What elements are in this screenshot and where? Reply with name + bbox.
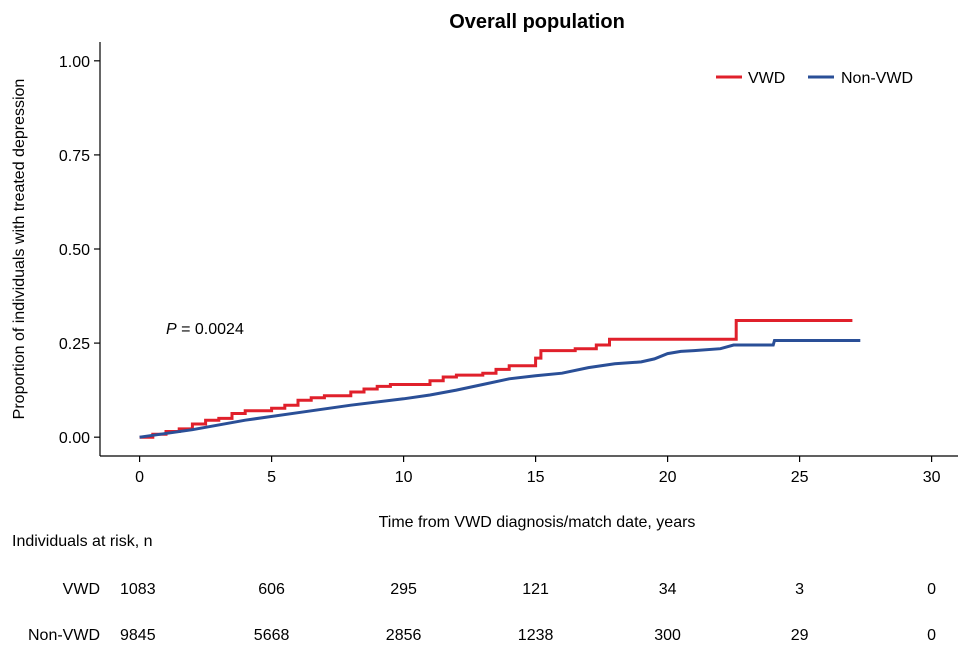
risk-value: 0 <box>927 581 936 598</box>
risk-value: 606 <box>258 581 285 598</box>
risk-value: 300 <box>654 627 681 644</box>
risk-value: 9845 <box>120 627 156 644</box>
risk-value: 1083 <box>120 581 156 598</box>
risk-value: 1238 <box>518 627 554 644</box>
x-tick-label: 10 <box>395 469 413 486</box>
series-line-vwd <box>139 319 853 439</box>
x-tick-label: 15 <box>527 469 545 486</box>
p-value-annotation: P = 0.0024 <box>166 321 244 338</box>
y-tick-label: 0.75 <box>59 148 90 165</box>
risk-table-heading: Individuals at risk, n <box>12 533 153 550</box>
risk-row-label: VWD <box>63 581 100 598</box>
risk-value: 0 <box>927 627 936 644</box>
risk-value: 2856 <box>386 627 422 644</box>
risk-row-label: Non-VWD <box>28 627 100 644</box>
legend: VWD Non-VWD <box>716 70 913 87</box>
risk-table-rows: VWD 1083 606 295 121 34 3 0 Non-VWD 9845 5668 2856 1… <box>28 581 936 644</box>
y-tick-label: 0.50 <box>59 242 90 259</box>
risk-value: 121 <box>522 581 549 598</box>
y-axis-title: Proportion of individuals with treated d… <box>11 79 28 420</box>
legend-label-non-vwd: Non-VWD <box>841 70 913 87</box>
risk-value: 5668 <box>254 627 290 644</box>
x-tick-label: 0 <box>135 469 144 486</box>
risk-value: 29 <box>791 627 809 644</box>
x-axis-title: Time from VWD diagnosis/match date, year… <box>379 514 696 531</box>
risk-table: Individuals at risk, n VWD 1083 606 295 121 3… <box>12 533 936 644</box>
p-value-text: = 0.0024 <box>177 321 244 338</box>
y-tick-label: 0.00 <box>59 430 90 447</box>
series-line-non-vwd <box>139 339 861 439</box>
chart-title: Overall population <box>449 11 625 33</box>
x-tick-label: 30 <box>923 469 941 486</box>
y-axis-ticks: 0.00 0.25 0.50 0.75 1.00 <box>59 54 100 447</box>
x-tick-label: 20 <box>659 469 677 486</box>
risk-value: 34 <box>659 581 677 598</box>
y-tick-label: 0.25 <box>59 336 90 353</box>
y-tick-label: 1.00 <box>59 54 90 71</box>
risk-value: 295 <box>390 581 417 598</box>
x-axis-ticks: 0 5 10 15 20 25 30 <box>135 456 941 486</box>
p-value-symbol: P <box>166 321 177 338</box>
x-tick-label: 25 <box>791 469 809 486</box>
axes <box>99 42 958 457</box>
risk-value: 3 <box>795 581 804 598</box>
series-layer <box>139 319 861 439</box>
x-tick-label: 5 <box>267 469 276 486</box>
legend-label-vwd: VWD <box>748 70 785 87</box>
